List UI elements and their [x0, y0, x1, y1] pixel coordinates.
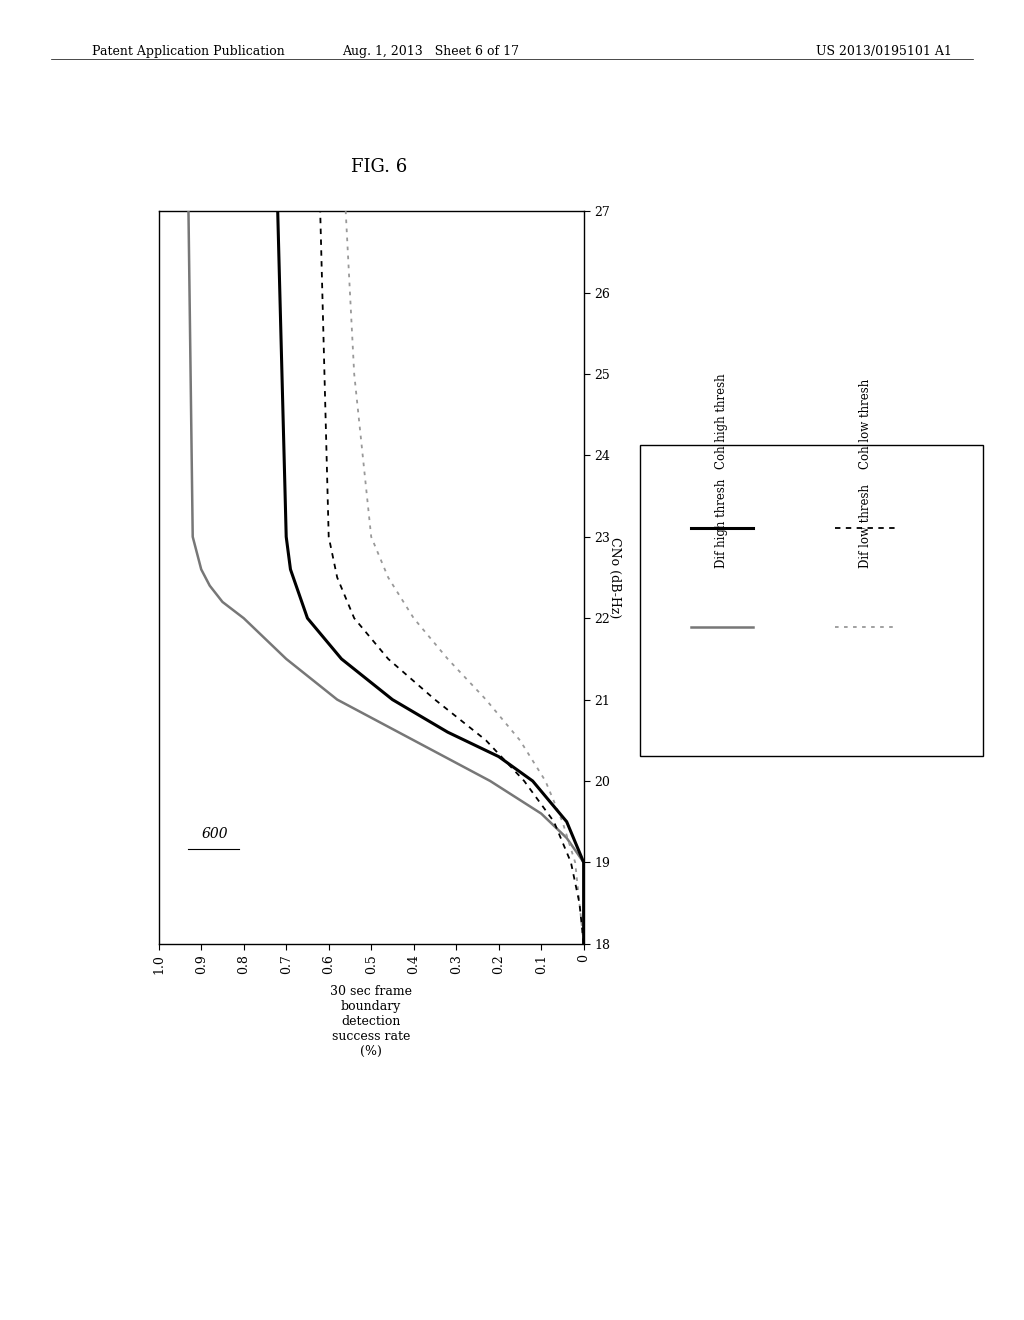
Text: Coh low thresh: Coh low thresh — [859, 379, 871, 469]
Text: Dif high thresh: Dif high thresh — [716, 478, 728, 568]
Text: FIG. 6: FIG. 6 — [351, 158, 407, 177]
Text: Coh high thresh: Coh high thresh — [716, 374, 728, 469]
Y-axis label: CNo (dB-Hz): CNo (dB-Hz) — [608, 537, 622, 618]
Text: US 2013/0195101 A1: US 2013/0195101 A1 — [816, 45, 952, 58]
Text: Dif low thresh: Dif low thresh — [859, 483, 871, 568]
Text: 600: 600 — [201, 828, 228, 841]
X-axis label: 30 sec frame
boundary
detection
success rate
(%): 30 sec frame boundary detection success … — [330, 985, 413, 1059]
Text: Patent Application Publication: Patent Application Publication — [92, 45, 285, 58]
Text: Aug. 1, 2013   Sheet 6 of 17: Aug. 1, 2013 Sheet 6 of 17 — [342, 45, 518, 58]
